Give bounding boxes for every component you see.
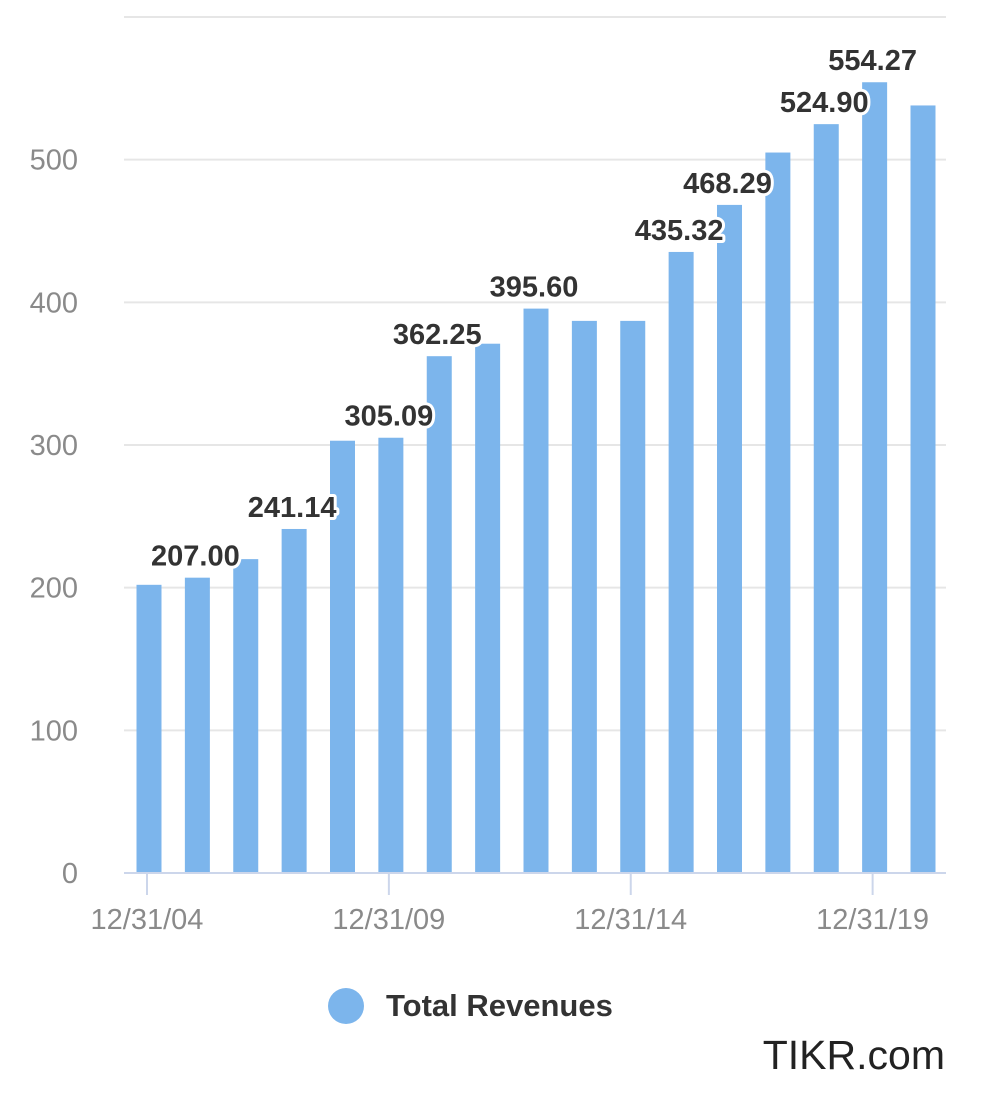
y-tick-label: 200 — [30, 573, 78, 605]
watermark: TIKR.com — [762, 1032, 945, 1078]
x-tick-label: 12/31/14 — [574, 904, 687, 936]
data-label: 554.27 — [828, 45, 917, 77]
legend-label: Total Revenues — [386, 988, 613, 1023]
data-label: 305.09 — [345, 401, 434, 433]
data-label: 241.14 — [248, 492, 337, 524]
bar[interactable] — [620, 320, 646, 873]
data-label: 395.60 — [490, 272, 579, 304]
bar[interactable] — [184, 577, 210, 873]
data-label: 435.32 — [635, 215, 724, 247]
bar[interactable] — [765, 152, 791, 874]
bar[interactable] — [281, 528, 307, 873]
bar[interactable] — [668, 251, 694, 873]
bar[interactable] — [426, 356, 452, 873]
bar[interactable] — [571, 320, 597, 873]
bar[interactable] — [523, 308, 549, 873]
bar[interactable] — [233, 559, 259, 873]
legend-marker-icon — [328, 988, 364, 1024]
bar[interactable] — [475, 343, 501, 873]
bar[interactable] — [862, 82, 888, 874]
data-label: 207.00 — [151, 541, 240, 573]
bar[interactable] — [910, 105, 936, 874]
bar[interactable] — [717, 204, 742, 874]
x-tick-label: 12/31/09 — [332, 904, 445, 936]
x-tick-label: 12/31/19 — [816, 904, 929, 936]
y-tick-label: 0 — [62, 858, 78, 890]
y-tick-label: 100 — [30, 715, 78, 747]
bar[interactable] — [378, 437, 404, 873]
y-tick-label: 500 — [30, 145, 78, 177]
y-tick-label: 300 — [30, 430, 78, 462]
data-label: 524.90 — [780, 87, 869, 119]
legend[interactable]: Total Revenues — [328, 988, 613, 1024]
y-tick-label: 400 — [30, 287, 78, 319]
x-tick-label: 12/31/04 — [91, 904, 204, 936]
bar[interactable] — [330, 440, 355, 873]
bar[interactable] — [813, 124, 839, 873]
data-label: 362.25 — [393, 319, 482, 351]
data-label: 468.29 — [683, 168, 772, 200]
bar[interactable] — [136, 584, 162, 873]
